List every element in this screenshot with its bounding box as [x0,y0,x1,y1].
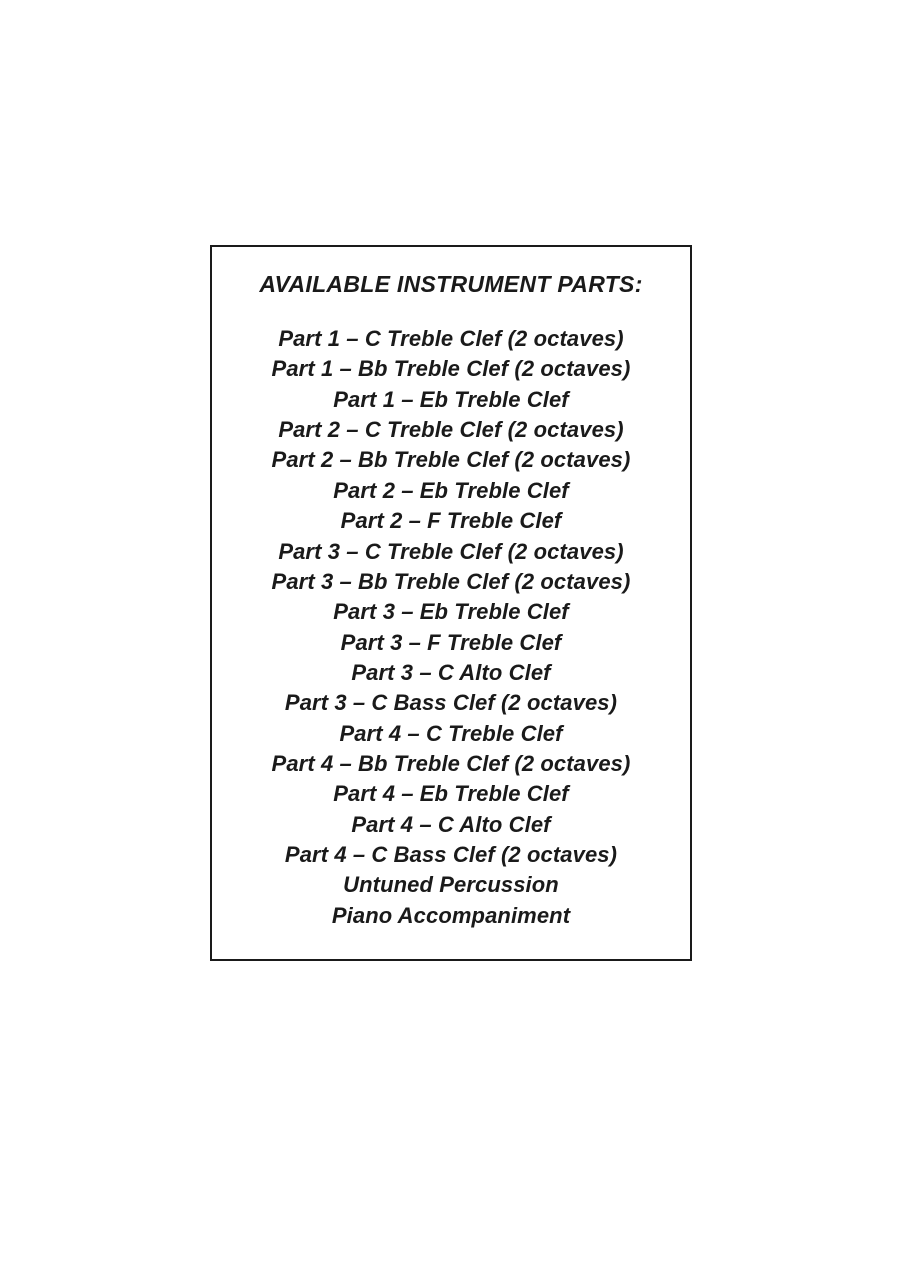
part-line: Part 2 – F Treble Clef [232,506,670,536]
part-line: Untuned Percussion [232,870,670,900]
part-line: Part 2 – Bb Treble Clef (2 octaves) [232,445,670,475]
part-line: Part 1 – C Treble Clef (2 octaves) [232,324,670,354]
part-line: Piano Accompaniment [232,901,670,931]
part-line: Part 2 – C Treble Clef (2 octaves) [232,415,670,445]
instrument-parts-box: AVAILABLE INSTRUMENT PARTS: Part 1 – C T… [210,245,692,961]
part-line: Part 3 – C Bass Clef (2 octaves) [232,688,670,718]
part-line: Part 3 – F Treble Clef [232,628,670,658]
part-line: Part 3 – Eb Treble Clef [232,597,670,627]
parts-heading: AVAILABLE INSTRUMENT PARTS: [232,271,670,298]
part-line: Part 4 – C Bass Clef (2 octaves) [232,840,670,870]
part-line: Part 4 – C Alto Clef [232,810,670,840]
part-line: Part 4 – Eb Treble Clef [232,779,670,809]
part-line: Part 1 – Bb Treble Clef (2 octaves) [232,354,670,384]
part-line: Part 3 – C Treble Clef (2 octaves) [232,537,670,567]
parts-list: Part 1 – C Treble Clef (2 octaves) Part … [232,324,670,931]
part-line: Part 4 – Bb Treble Clef (2 octaves) [232,749,670,779]
part-line: Part 3 – Bb Treble Clef (2 octaves) [232,567,670,597]
part-line: Part 1 – Eb Treble Clef [232,385,670,415]
part-line: Part 4 – C Treble Clef [232,719,670,749]
part-line: Part 2 – Eb Treble Clef [232,476,670,506]
part-line: Part 3 – C Alto Clef [232,658,670,688]
